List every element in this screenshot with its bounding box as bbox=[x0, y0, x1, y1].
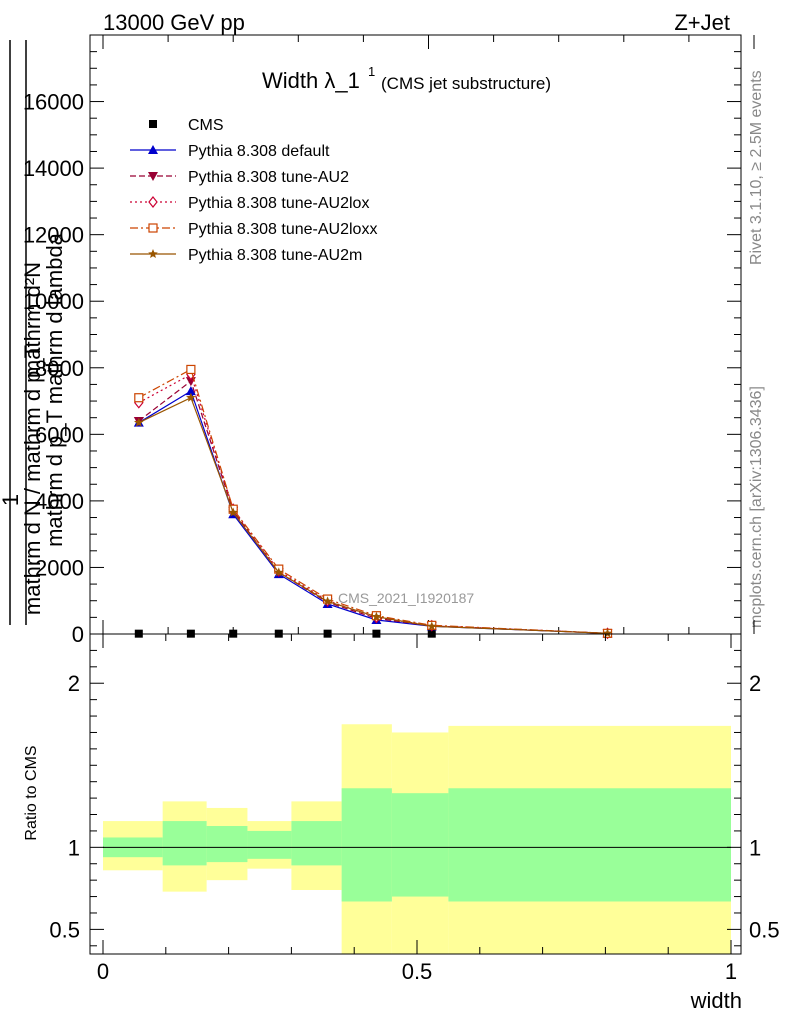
ylabel-one: 1 bbox=[0, 494, 23, 506]
legend-label: Pythia 8.308 tune-AU2lox bbox=[188, 195, 369, 212]
plot-title-main: Width λ_1 bbox=[262, 68, 360, 93]
ratio-y-tick-label-right: 1 bbox=[749, 835, 761, 860]
data-point bbox=[134, 393, 144, 403]
legend-marker bbox=[148, 249, 158, 258]
ratio-frame bbox=[89, 633, 742, 955]
data-point bbox=[427, 621, 437, 631]
data-point bbox=[371, 611, 382, 621]
legend-label: Pythia 8.308 tune-AU2 bbox=[188, 169, 349, 186]
ratio-y-tick-label-right: 0.5 bbox=[749, 917, 780, 942]
header-left: 13000 GeV pp bbox=[103, 10, 245, 35]
ratio-y-tick-label: 0.5 bbox=[49, 917, 80, 942]
ylabel-num-1: mathrm d²N bbox=[20, 262, 45, 378]
ylabel-den-1: mathrm d N / mathrm d p_T bbox=[20, 345, 45, 615]
uncertainty-band-inner bbox=[291, 821, 342, 866]
y-tick-label: 8000 bbox=[35, 356, 84, 381]
legend-label: Pythia 8.308 tune-AU2m bbox=[188, 247, 362, 264]
data-point bbox=[186, 392, 196, 402]
y-tick-label: 2000 bbox=[35, 555, 84, 580]
plot-title-sup: 1 bbox=[368, 64, 375, 79]
data-point bbox=[134, 417, 144, 427]
uncertainty-band-inner bbox=[341, 788, 392, 902]
data-point bbox=[322, 596, 333, 606]
data-point bbox=[274, 567, 284, 577]
uncertainty-band-inner bbox=[162, 821, 207, 866]
x-tick-label: 1 bbox=[725, 959, 737, 984]
uncertainty-band-inner bbox=[206, 826, 248, 863]
x-tick-label: 0.5 bbox=[402, 959, 433, 984]
uncertainty-band-inner bbox=[448, 788, 731, 902]
y-tick-label: 6000 bbox=[35, 422, 84, 447]
main-y-axis-label: mathrm d²N mathrm d p_T mathrm d lambda … bbox=[0, 40, 67, 625]
analysis-watermark: CMS_2021_I1920187 bbox=[338, 590, 474, 606]
plot-title: Width λ_1 1 (CMS jet substructure) bbox=[262, 64, 551, 93]
y-tick-label: 14000 bbox=[23, 156, 84, 181]
uncertainty-band-inner bbox=[247, 830, 292, 859]
x-tick-label: 0 bbox=[97, 959, 109, 984]
ratio-y-axis-label: Ratio to CMS bbox=[23, 745, 40, 840]
legend-marker bbox=[148, 223, 158, 233]
main-panel: 0 2000 4000 6000 8000 10000 12000 14000 16000 CMS… bbox=[23, 34, 755, 647]
ratio-y-tick-label: 2 bbox=[68, 671, 80, 696]
legend: CMS Pythia 8.308 default Pythia 8.308 tune… bbox=[130, 117, 377, 264]
series-line bbox=[138, 396, 608, 634]
y-tick-label: 0 bbox=[72, 622, 84, 647]
legend-marker bbox=[148, 145, 158, 154]
rivet-label: Rivet 3.1.10, ≥ 2.5M events bbox=[748, 70, 765, 265]
y-tick-label: 16000 bbox=[23, 90, 84, 115]
legend-marker bbox=[148, 196, 158, 208]
ylabel-num-2: mathrm d p_T mathrm d lambda bbox=[42, 232, 67, 547]
series-line bbox=[138, 373, 608, 634]
y-tick-label: 4000 bbox=[35, 489, 84, 514]
legend-marker bbox=[148, 172, 158, 181]
legend-label: CMS bbox=[188, 117, 224, 134]
y-tick-label: 10000 bbox=[23, 289, 84, 314]
x-axis-label: width bbox=[690, 988, 742, 1013]
data-point bbox=[228, 507, 238, 517]
data-point bbox=[185, 386, 196, 396]
legend-label: Pythia 8.308 tune-AU2loxx bbox=[188, 221, 377, 238]
y-tick-label: 12000 bbox=[23, 223, 84, 248]
legend-marker bbox=[149, 120, 157, 128]
ratio-y-tick-label: 1 bbox=[68, 835, 80, 860]
ratio-y-tick-label-right: 2 bbox=[749, 671, 761, 696]
legend-label: Pythia 8.308 default bbox=[188, 143, 330, 160]
header-right: Z+Jet bbox=[674, 10, 730, 35]
ratio-panel: 0.5 0.5 1 1 2 2 0 0.5 1 bbox=[49, 633, 780, 984]
series-line bbox=[138, 368, 608, 634]
mcplots-label: mcplots.cern.ch [arXiv:1306.3436] bbox=[748, 386, 765, 628]
data-point bbox=[186, 364, 196, 375]
uncertainty-band-inner bbox=[391, 793, 449, 897]
plot-title-sub: (CMS jet substructure) bbox=[381, 74, 551, 93]
